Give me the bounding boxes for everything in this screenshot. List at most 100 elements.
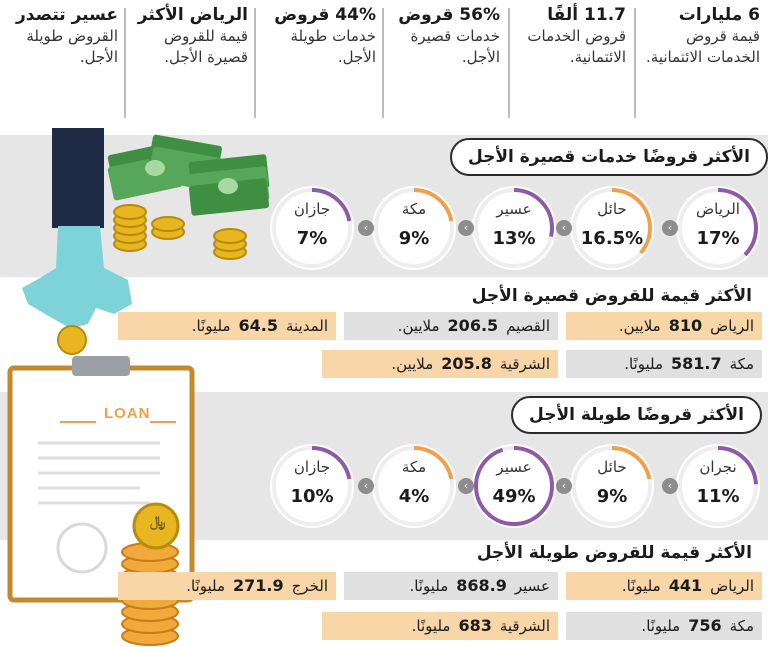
- value-unit: مليونًا.: [191, 317, 231, 335]
- city-name: الشرقية: [499, 355, 550, 373]
- long-count-title: الأكثر قروضًا طويلة الأجل: [511, 396, 762, 434]
- city-value: 581.7: [671, 354, 722, 373]
- region-percent: 16.5%: [580, 228, 644, 249]
- region-percent: 49%: [492, 486, 536, 507]
- region-circle: مكة 9%: [372, 186, 456, 270]
- ring: [678, 446, 758, 526]
- city-value-bar: الرياض 441 مليونًا.: [566, 572, 762, 600]
- chevron-left-icon: ‹: [458, 478, 474, 494]
- clipboard-lines: [38, 441, 160, 505]
- hand: [22, 226, 132, 328]
- city-value-bar: الخرج 271.9 مليونًا.: [118, 572, 336, 600]
- city-name: مكة: [729, 617, 754, 635]
- city-value-bar: مكة 581.7 مليونًا.: [566, 350, 762, 378]
- ring: [374, 446, 454, 526]
- coin-in-hand: [57, 325, 87, 355]
- seal: [56, 522, 108, 574]
- city-value: 441: [668, 576, 703, 595]
- region-circle: عسير 49%: [472, 444, 556, 528]
- region-circle: جازان 7%: [270, 186, 354, 270]
- ring: [272, 188, 352, 268]
- stat-head: عسير تتصدر: [15, 5, 118, 25]
- city-value-bar: المدينة 64.5 مليونًا.: [118, 312, 336, 340]
- stat-head: الرياض الأكثر: [137, 5, 248, 25]
- region-percent: 7%: [296, 228, 328, 249]
- city-name: الشرقية: [499, 617, 550, 635]
- chevron-left-icon: ‹: [662, 478, 678, 494]
- chevron-left-icon: ‹: [556, 478, 572, 494]
- region-name: حائل: [597, 200, 627, 218]
- value-unit: مليونًا.: [186, 577, 225, 595]
- city-value: 64.5: [238, 316, 278, 335]
- divider: [254, 8, 256, 118]
- city-value-bar: الرياض 810 ملايين.: [566, 312, 762, 340]
- long-value-title: الأكثر قيمة للقروض طويلة الأجل: [476, 543, 752, 563]
- divider: [382, 8, 384, 118]
- ring: [678, 188, 758, 268]
- stat-desc: القروض طويلة الأجل.: [26, 27, 118, 66]
- stat-5: الرياض الأكثر قيمة للقروض قصيرة الأجل.: [130, 4, 248, 68]
- chevron-left-icon: ‹: [358, 478, 374, 494]
- city-value-bar: الشرقية 205.8 ملايين.: [322, 350, 558, 378]
- ring: [272, 446, 352, 526]
- city-name: الرياض: [710, 577, 754, 595]
- loan-label: LOAN: [104, 405, 151, 422]
- region-circle: جازان 10%: [270, 444, 354, 528]
- divider: [634, 8, 636, 118]
- city-value-bar: القصيم 206.5 ملايين.: [344, 312, 558, 340]
- chevron-left-icon: ‹: [458, 220, 474, 236]
- stat-head: 56% قروض: [398, 5, 500, 25]
- region-percent: 17%: [696, 228, 740, 249]
- city-value: 271.9: [233, 576, 284, 595]
- city-value: 205.8: [441, 354, 492, 373]
- city-name: عسير: [514, 577, 550, 595]
- divider: [124, 8, 126, 118]
- region-circle: مكة 4%: [372, 444, 456, 528]
- city-value: 810: [668, 316, 703, 335]
- stat-desc: خدمات طويلة الأجل.: [290, 27, 376, 66]
- value-unit: مليونًا.: [621, 577, 661, 595]
- city-name: الخرج: [291, 577, 328, 595]
- stat-6: عسير تتصدر القروض طويلة الأجل.: [6, 4, 118, 68]
- region-circle: عسير 13%: [472, 186, 556, 270]
- value-unit: ملايين.: [391, 355, 434, 373]
- clipboard-clip: [72, 356, 130, 376]
- region-name: نجران: [699, 458, 737, 476]
- loan-illustration: [7, 128, 270, 646]
- region-percent: 10%: [290, 486, 334, 507]
- region-circle: الرياض 17%: [676, 186, 760, 270]
- stat-desc: قيمة قروض الخدمات الائتمانية.: [646, 27, 760, 66]
- short-value-title: الأكثر قيمة للقروض قصيرة الأجل: [471, 286, 752, 306]
- coin-stack-top: [113, 204, 247, 260]
- region-percent: 9%: [398, 228, 430, 249]
- chevron-left-icon: ‹: [662, 220, 678, 236]
- stat-desc: قروض الخدمات الائتمانية.: [527, 27, 626, 66]
- region-percent: 13%: [492, 228, 536, 249]
- stat-2: 11.7 ألفًا قروض الخدمات الائتمانية.: [516, 4, 626, 68]
- city-name: مكة: [729, 355, 754, 373]
- city-value-bar: الشرقية 683 مليونًا.: [322, 612, 558, 640]
- city-name: المدينة: [285, 317, 328, 335]
- city-value: 756: [688, 616, 722, 635]
- stat-desc: قيمة للقروض قصيرة الأجل.: [164, 27, 248, 66]
- stat-desc: خدمات قصيرة الأجل.: [410, 27, 500, 66]
- ring: [474, 188, 554, 268]
- region-circle: حائل 9%: [570, 444, 654, 528]
- city-name: الرياض: [710, 317, 754, 335]
- value-unit: مليونًا.: [641, 617, 681, 635]
- city-value: 206.5: [447, 316, 499, 335]
- value-unit: ملايين.: [618, 317, 661, 335]
- region-circle: حائل 16.5%: [570, 186, 654, 270]
- value-unit: مليونًا.: [411, 617, 451, 635]
- divider: [508, 8, 510, 118]
- region-name: جازان: [293, 458, 331, 476]
- region-name: عسير: [496, 200, 532, 218]
- short-count-title: الأكثر قروضًا خدمات قصيرة الأجل: [449, 138, 768, 176]
- region-percent: 11%: [696, 486, 740, 507]
- ring: [474, 446, 554, 526]
- region-name: جازان: [293, 200, 331, 218]
- stat-1: 6 مليارات قيمة قروض الخدمات الائتمانية.: [642, 4, 760, 68]
- region-circle: نجران 11%: [676, 444, 760, 528]
- ring: [374, 188, 454, 268]
- city-value-bar: مكة 756 مليونًا.: [566, 612, 762, 640]
